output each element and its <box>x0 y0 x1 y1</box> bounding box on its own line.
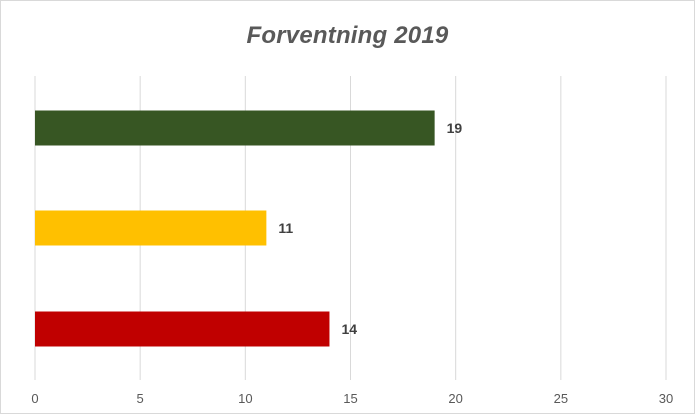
x-tick-label: 20 <box>448 391 462 406</box>
x-tick-label: 5 <box>137 391 144 406</box>
bars <box>35 110 435 347</box>
data-labels: 19 11 14 <box>278 120 462 337</box>
bar-1 <box>35 110 435 146</box>
x-tick-label: 30 <box>659 391 673 406</box>
x-tick-label: 15 <box>343 391 357 406</box>
data-label-2: 11 <box>278 220 293 236</box>
x-tick-label: 0 <box>31 391 38 406</box>
chart-title: Forventning 2019 <box>246 22 449 49</box>
x-axis-ticks: 0 5 10 15 20 25 30 <box>31 391 673 406</box>
data-label-3: 14 <box>341 321 357 337</box>
x-tick-label: 10 <box>238 391 252 406</box>
bar-2 <box>35 210 267 246</box>
bar-3 <box>35 311 330 347</box>
x-tick-label: 25 <box>554 391 568 406</box>
data-label-1: 19 <box>447 120 463 136</box>
